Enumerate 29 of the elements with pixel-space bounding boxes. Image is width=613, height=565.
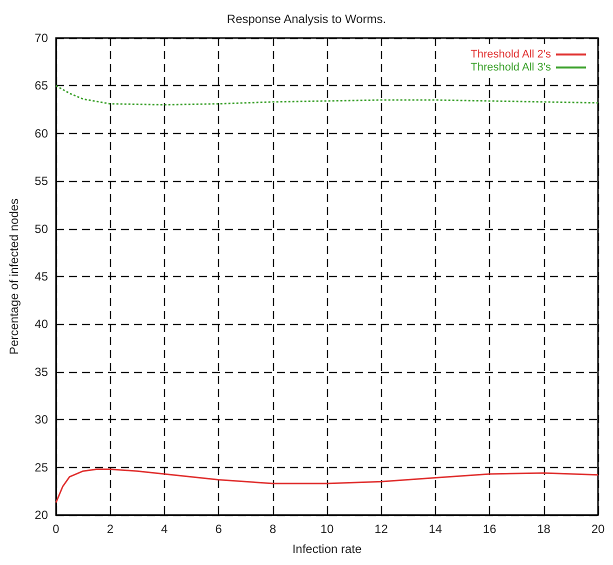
x-tick-label: 12 xyxy=(374,522,388,536)
x-tick-label: 2 xyxy=(106,522,114,536)
y-tick-label: 70 xyxy=(34,31,48,45)
y-axis-title: Percentage of infected nodes xyxy=(7,198,21,355)
y-tick-label: 60 xyxy=(34,126,48,140)
y-tick-label: 65 xyxy=(34,78,48,93)
line-series xyxy=(55,84,599,106)
x-tick-label: 20 xyxy=(591,522,605,536)
x-axis-title: Infection rate xyxy=(292,542,362,556)
legend-label: Threshold All 3's xyxy=(470,62,552,74)
y-tick-label: 50 xyxy=(34,222,48,236)
x-tick-label: 0 xyxy=(52,522,60,536)
x-tick-label: 8 xyxy=(269,522,276,536)
x-tick-label: 4 xyxy=(161,522,168,536)
x-tick-label: 14 xyxy=(428,522,442,536)
x-tick-label: 18 xyxy=(537,522,551,536)
legend-label: Threshold All 2's xyxy=(470,48,552,60)
x-tick-label: 10 xyxy=(320,522,334,536)
y-tick-label: 40 xyxy=(34,317,48,332)
y-tick-label: 25 xyxy=(34,460,48,474)
x-tick-label: 16 xyxy=(482,522,497,536)
y-tick-label: 35 xyxy=(34,364,48,379)
chart-title: Response Analysis to Worms. xyxy=(226,12,386,26)
y-tick-label: 30 xyxy=(34,412,48,427)
line-series xyxy=(55,468,599,504)
y-tick-label: 20 xyxy=(34,508,48,522)
x-tick-label: 6 xyxy=(215,522,222,536)
y-tick-label: 45 xyxy=(34,270,48,284)
y-tick-label: 55 xyxy=(34,174,48,188)
